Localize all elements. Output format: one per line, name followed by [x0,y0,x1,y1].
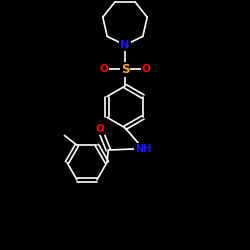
Text: N: N [120,40,130,50]
Text: O: O [96,124,104,134]
Text: NH: NH [135,144,151,154]
Text: O: O [142,64,150,74]
Text: O: O [100,64,108,74]
Text: S: S [121,63,129,76]
